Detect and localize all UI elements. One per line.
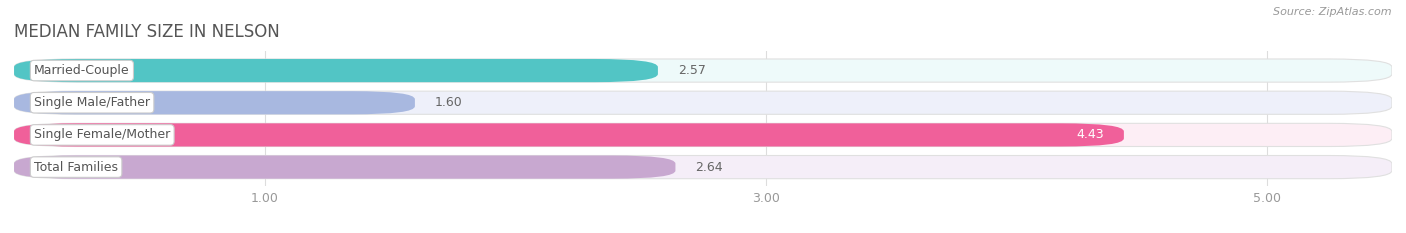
Text: Source: ZipAtlas.com: Source: ZipAtlas.com (1274, 7, 1392, 17)
Text: Single Female/Mother: Single Female/Mother (34, 128, 170, 141)
Text: Total Families: Total Families (34, 161, 118, 174)
FancyBboxPatch shape (14, 155, 1392, 179)
Text: Married-Couple: Married-Couple (34, 64, 129, 77)
FancyBboxPatch shape (14, 155, 675, 179)
FancyBboxPatch shape (14, 59, 1392, 82)
Text: 4.43: 4.43 (1076, 128, 1104, 141)
FancyBboxPatch shape (14, 91, 1392, 114)
FancyBboxPatch shape (14, 123, 1392, 147)
Text: MEDIAN FAMILY SIZE IN NELSON: MEDIAN FAMILY SIZE IN NELSON (14, 23, 280, 41)
Text: Single Male/Father: Single Male/Father (34, 96, 150, 109)
FancyBboxPatch shape (14, 91, 415, 114)
FancyBboxPatch shape (14, 59, 658, 82)
Text: 1.60: 1.60 (434, 96, 463, 109)
Text: 2.64: 2.64 (696, 161, 723, 174)
FancyBboxPatch shape (14, 123, 1123, 147)
Text: 2.57: 2.57 (678, 64, 706, 77)
